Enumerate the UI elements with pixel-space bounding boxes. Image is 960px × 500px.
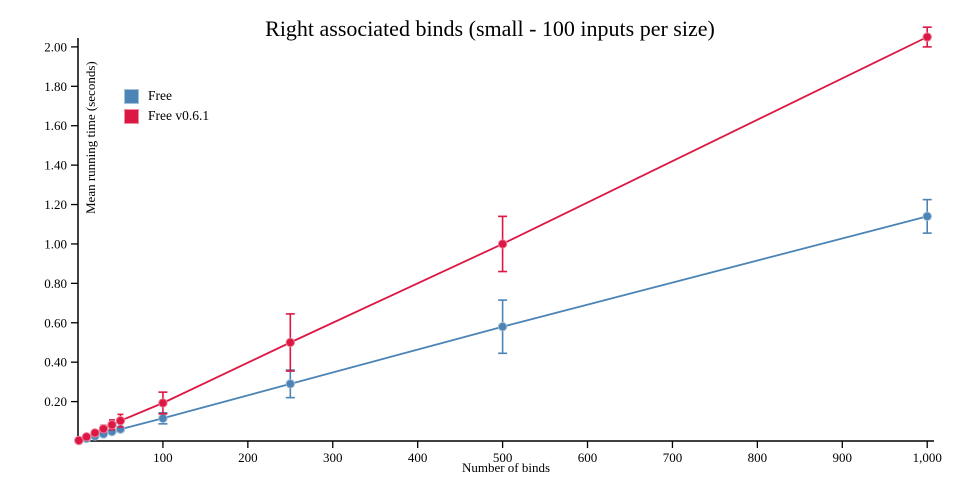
x-tick-label: 800 bbox=[748, 450, 768, 465]
legend: Free Free v0.6.1 bbox=[124, 86, 209, 126]
legend-item-free-v061: Free v0.6.1 bbox=[124, 106, 209, 126]
x-tick-label: 400 bbox=[408, 450, 428, 465]
legend-label-free-v061: Free v0.6.1 bbox=[148, 108, 210, 123]
data-point-free-v0-6-1 bbox=[285, 337, 296, 348]
x-tick-label: 100 bbox=[153, 450, 173, 465]
y-tick-label: 1.20 bbox=[44, 197, 67, 212]
y-tick-label: 1.60 bbox=[44, 118, 67, 133]
y-tick-label: 0.20 bbox=[44, 394, 67, 409]
x-tick-label: 600 bbox=[578, 450, 598, 465]
x-tick-label: 500 bbox=[493, 450, 513, 465]
x-tick-label: 200 bbox=[238, 450, 258, 465]
data-point-free-v0-6-1 bbox=[158, 398, 168, 408]
legend-label-free: Free bbox=[148, 88, 172, 103]
legend-item-free: Free bbox=[124, 86, 209, 106]
y-tick-label: 1.00 bbox=[44, 236, 67, 251]
data-point-free-v0-6-1 bbox=[115, 416, 126, 426]
data-point-free-v0-6-1 bbox=[497, 239, 508, 249]
x-axis-title: Number of binds bbox=[461, 460, 551, 475]
data-point-free-v0-6-1 bbox=[98, 424, 109, 434]
x-tick-label: 300 bbox=[323, 450, 343, 465]
data-point-free-v0-6-1 bbox=[90, 428, 100, 438]
y-tick-label: 2.00 bbox=[44, 39, 67, 54]
x-tick-label: 700 bbox=[663, 450, 683, 465]
data-point-free-v0-6-1 bbox=[107, 420, 117, 430]
data-point-free-v0-6-1 bbox=[81, 432, 92, 442]
y-axis-title: Mean running time (seconds) bbox=[83, 61, 98, 214]
x-tick-label: 1,000 bbox=[913, 450, 942, 465]
y-tick-label: 1.40 bbox=[44, 158, 67, 173]
x-tick-label: 900 bbox=[833, 450, 853, 465]
data-point-free bbox=[158, 413, 168, 424]
chart-title: Right associated binds (small - 100 inpu… bbox=[265, 16, 715, 41]
legend-swatch-free-v061 bbox=[124, 108, 139, 124]
y-tick-label: 1.80 bbox=[44, 79, 67, 94]
y-tick-label: 0.60 bbox=[44, 315, 67, 330]
y-tick-label: 0.80 bbox=[44, 276, 67, 291]
data-point-free bbox=[497, 322, 508, 332]
data-point-free bbox=[922, 211, 932, 222]
data-point-free bbox=[285, 379, 296, 389]
data-point-free-v0-6-1 bbox=[74, 435, 84, 446]
legend-swatch-free bbox=[124, 88, 139, 104]
data-point-free-v0-6-1 bbox=[922, 32, 932, 42]
y-tick-label: 0.40 bbox=[44, 355, 67, 370]
